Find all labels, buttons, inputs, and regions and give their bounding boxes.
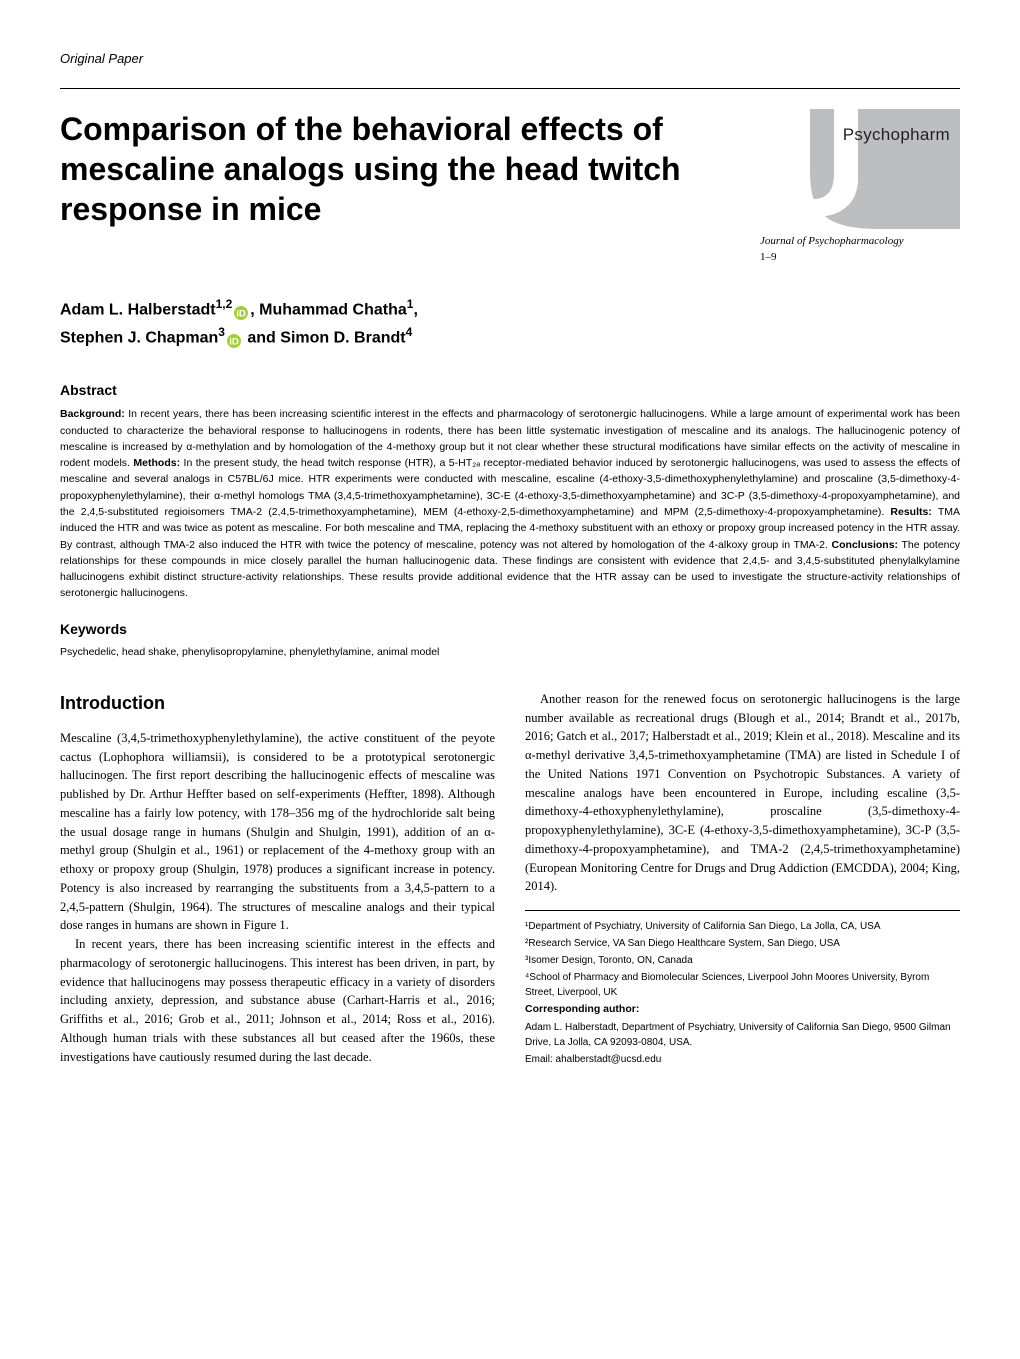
author-3-affil: 3 bbox=[218, 325, 225, 339]
abstract-heading: Abstract bbox=[60, 381, 960, 401]
affiliation-1: ¹Department of Psychiatry, University of… bbox=[525, 919, 960, 934]
corresponding-address: Adam L. Halberstadt, Department of Psych… bbox=[525, 1020, 960, 1050]
intro-para-3: Another reason for the renewed focus on … bbox=[525, 690, 960, 896]
author-3: Stephen J. Chapman bbox=[60, 329, 218, 346]
intro-para-2: In recent years, there has been increasi… bbox=[60, 935, 495, 1066]
body-columns: Introduction Mescaline (3,4,5-trimethoxy… bbox=[60, 690, 960, 1068]
abstract-bg-label: Background: bbox=[60, 408, 125, 420]
affiliations-block: ¹Department of Psychiatry, University of… bbox=[525, 910, 960, 1067]
comma: , bbox=[413, 301, 417, 318]
orcid-icon: iD bbox=[234, 303, 248, 317]
corresponding-email: Email: ahalberstadt@ucsd.edu bbox=[525, 1052, 960, 1067]
abstract-methods-label: Methods: bbox=[133, 457, 180, 469]
page-range: 1–9 bbox=[760, 250, 960, 265]
keywords-heading: Keywords bbox=[60, 620, 960, 640]
journal-badge-block: Psychopharm Journal of Psychopharmacolog… bbox=[760, 109, 960, 265]
corresponding-heading: Corresponding author: bbox=[525, 1002, 960, 1018]
author-1: Adam L. Halberstadt bbox=[60, 301, 216, 318]
journal-badge: Psychopharm bbox=[760, 109, 960, 229]
header-divider bbox=[60, 88, 960, 89]
paper-title: Comparison of the behavioral effects of … bbox=[60, 109, 730, 229]
abstract-conclusions-label: Conclusions: bbox=[832, 539, 899, 551]
abstract-body: Background: In recent years, there has b… bbox=[60, 406, 960, 601]
author-4-affil: 4 bbox=[406, 325, 413, 339]
affiliation-3: ³Isomer Design, Toronto, ON, Canada bbox=[525, 953, 960, 968]
introduction-heading: Introduction bbox=[60, 690, 495, 717]
intro-para-1: Mescaline (3,4,5-trimethoxyphenylethylam… bbox=[60, 729, 495, 935]
author-2-prefix: , Muhammad Chatha bbox=[250, 301, 406, 318]
affiliation-4: ⁴School of Pharmacy and Biomolecular Sci… bbox=[525, 970, 960, 1000]
affiliation-2: ²Research Service, VA San Diego Healthca… bbox=[525, 936, 960, 951]
paper-type: Original Paper bbox=[60, 50, 143, 68]
author-1-affil: 1,2 bbox=[216, 297, 233, 311]
authors-block: Adam L. Halberstadt1,2iD, Muhammad Chath… bbox=[60, 295, 960, 351]
svg-text:iD: iD bbox=[236, 309, 246, 320]
badge-label: Psychopharm bbox=[843, 123, 950, 147]
orcid-icon: iD bbox=[227, 331, 241, 345]
affil-divider bbox=[525, 910, 960, 911]
abstract-results-label: Results: bbox=[890, 506, 931, 518]
abstract-methods-text: In the present study, the head twitch re… bbox=[60, 457, 960, 518]
author-4-prefix: and Simon D. Brandt bbox=[243, 329, 406, 346]
svg-text:iD: iD bbox=[229, 336, 239, 347]
keywords-text: Psychedelic, head shake, phenylisopropyl… bbox=[60, 645, 960, 660]
journal-name: Journal of Psychopharmacology bbox=[760, 234, 960, 249]
